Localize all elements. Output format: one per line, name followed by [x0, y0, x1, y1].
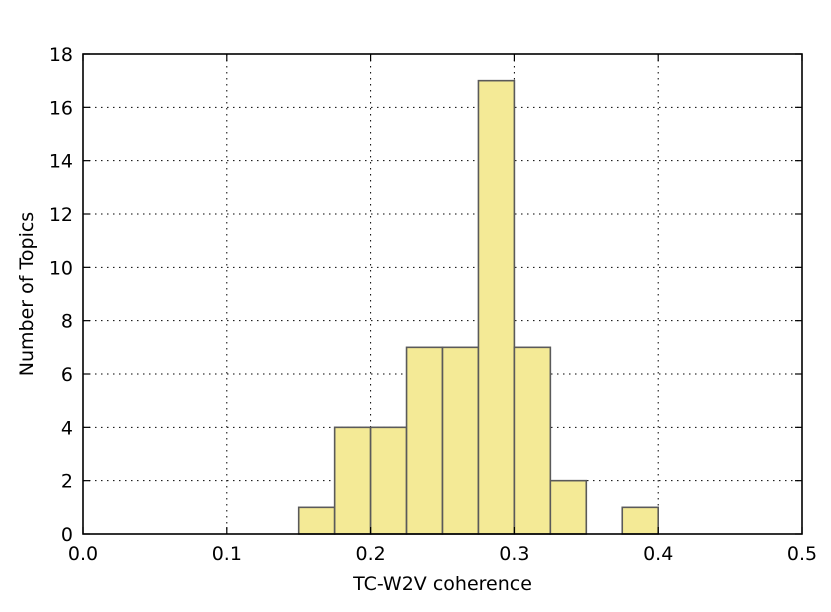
y-tick-label: 18 — [49, 44, 73, 66]
axis-ticks — [82, 53, 803, 535]
histogram-bar — [369, 426, 408, 535]
y-tick-labels: 0 2 4 6 8 10 12 14 16 18 — [49, 44, 73, 546]
y-tick-label: 0 — [61, 524, 73, 546]
histogram-bar — [549, 479, 588, 535]
y-axis-label: Number of Topics — [16, 212, 38, 376]
histogram-bar — [477, 79, 516, 535]
histogram-bar — [297, 506, 336, 535]
y-tick-label: 12 — [49, 204, 73, 226]
y-tick-label: 10 — [49, 257, 73, 279]
histogram-bar — [441, 346, 480, 535]
histogram-bar — [405, 346, 444, 535]
x-tick-label: 0.4 — [643, 543, 673, 565]
x-tick-label: 0.1 — [212, 543, 242, 565]
plot-frame — [82, 53, 803, 535]
histogram-bar — [333, 426, 372, 535]
x-tick-label: 0.3 — [499, 543, 529, 565]
y-tick-label: 2 — [61, 471, 73, 493]
y-tick-label: 14 — [49, 151, 73, 173]
histogram-bar — [513, 346, 552, 535]
x-tick-label: 0.0 — [68, 543, 98, 565]
y-tick-label: 8 — [61, 311, 73, 333]
x-tick-label: 0.5 — [787, 543, 817, 565]
x-tick-label: 0.2 — [355, 543, 385, 565]
y-tick-label: 6 — [61, 364, 73, 386]
x-axis-label: TC-W2V coherence — [352, 573, 532, 595]
histogram-bars — [297, 79, 660, 535]
y-tick-label: 4 — [61, 417, 73, 439]
y-tick-label: 16 — [49, 97, 73, 119]
x-tick-labels: 0.0 0.1 0.2 0.3 0.4 0.5 — [68, 543, 817, 565]
histogram-bar — [621, 506, 660, 535]
